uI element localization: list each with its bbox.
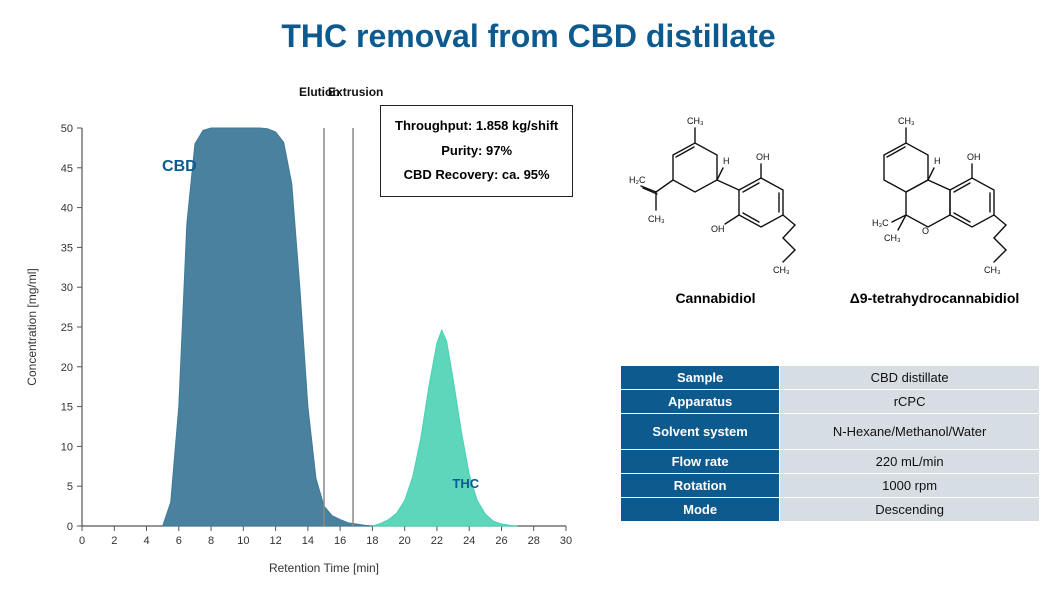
param-value: rCPC bbox=[780, 390, 1040, 414]
svg-text:0: 0 bbox=[79, 535, 85, 547]
svg-text:25: 25 bbox=[61, 322, 73, 334]
svg-text:CH₃: CH₃ bbox=[648, 214, 665, 224]
svg-text:OH: OH bbox=[967, 152, 981, 162]
svg-text:14: 14 bbox=[302, 535, 314, 547]
svg-text:50: 50 bbox=[61, 123, 73, 135]
svg-text:CH₃: CH₃ bbox=[884, 233, 901, 243]
svg-text:H₃C: H₃C bbox=[872, 218, 889, 228]
svg-text:10: 10 bbox=[237, 535, 249, 547]
table-row: Solvent systemN-Hexane/Methanol/Water bbox=[621, 414, 1040, 450]
peak-label-thc: THC bbox=[452, 476, 479, 491]
svg-text:28: 28 bbox=[528, 535, 540, 547]
svg-text:35: 35 bbox=[61, 242, 73, 254]
purity-line: Purity: 97% bbox=[395, 139, 558, 164]
svg-text:40: 40 bbox=[61, 203, 73, 215]
svg-text:CH₃: CH₃ bbox=[687, 116, 704, 126]
molecule-structures: CH₃ H₂C CH₃ H OH OH CH₃ Cannabidiol bbox=[610, 110, 1040, 306]
svg-text:20: 20 bbox=[61, 362, 73, 374]
svg-text:H: H bbox=[723, 156, 730, 166]
svg-text:18: 18 bbox=[366, 535, 378, 547]
svg-text:OH: OH bbox=[756, 152, 770, 162]
table-row: SampleCBD distillate bbox=[621, 366, 1040, 390]
param-value: 1000 rpm bbox=[780, 474, 1040, 498]
recovery-line: CBD Recovery: ca. 95% bbox=[395, 163, 558, 188]
param-value: N-Hexane/Methanol/Water bbox=[780, 414, 1040, 450]
svg-text:10: 10 bbox=[61, 441, 73, 453]
svg-text:16: 16 bbox=[334, 535, 346, 547]
parameter-table: SampleCBD distillateApparatusrCPCSolvent… bbox=[620, 365, 1040, 522]
svg-text:26: 26 bbox=[495, 535, 507, 547]
svg-text:CH₃: CH₃ bbox=[773, 265, 790, 275]
svg-text:H: H bbox=[934, 156, 941, 166]
molecule-thc: CH₃ H₃C CH₃ O H OH CH₃ Δ9-tetrahydrocann… bbox=[842, 110, 1027, 306]
svg-text:12: 12 bbox=[269, 535, 281, 547]
param-name: Flow rate bbox=[621, 450, 780, 474]
svg-text:24: 24 bbox=[463, 535, 475, 547]
thc-structure-icon: CH₃ H₃C CH₃ O H OH CH₃ bbox=[842, 110, 1027, 280]
param-value: Descending bbox=[780, 498, 1040, 522]
svg-text:CH₃: CH₃ bbox=[984, 265, 1001, 275]
page-title: THC removal from CBD distillate bbox=[0, 18, 1057, 55]
table-row: Rotation1000 rpm bbox=[621, 474, 1040, 498]
throughput-line: Throughput: 1.858 kg/shift bbox=[395, 114, 558, 139]
cbd-structure-icon: CH₃ H₂C CH₃ H OH OH CH₃ bbox=[623, 110, 808, 280]
svg-text:H₂C: H₂C bbox=[629, 175, 646, 185]
table-row: ModeDescending bbox=[621, 498, 1040, 522]
param-value: 220 mL/min bbox=[780, 450, 1040, 474]
throughput-info-box: Throughput: 1.858 kg/shift Purity: 97% C… bbox=[380, 105, 573, 197]
param-name: Apparatus bbox=[621, 390, 780, 414]
svg-text:O: O bbox=[922, 226, 929, 236]
param-name: Sample bbox=[621, 366, 780, 390]
param-name: Mode bbox=[621, 498, 780, 522]
svg-text:2: 2 bbox=[111, 535, 117, 547]
svg-text:8: 8 bbox=[208, 535, 214, 547]
molecule-cbd-name: Cannabidiol bbox=[675, 290, 755, 306]
param-value: CBD distillate bbox=[780, 366, 1040, 390]
molecule-cbd: CH₃ H₂C CH₃ H OH OH CH₃ Cannabidiol bbox=[623, 110, 808, 306]
param-name: Solvent system bbox=[621, 414, 780, 450]
marker-label-extrusion: Extrusion bbox=[328, 85, 383, 99]
svg-text:0: 0 bbox=[67, 521, 73, 533]
molecule-thc-name: Δ9-tetrahydrocannabidiol bbox=[850, 290, 1020, 306]
peak-label-cbd: CBD bbox=[162, 158, 197, 176]
svg-text:OH: OH bbox=[711, 224, 725, 234]
param-name: Rotation bbox=[621, 474, 780, 498]
table-row: Flow rate220 mL/min bbox=[621, 450, 1040, 474]
svg-text:20: 20 bbox=[399, 535, 411, 547]
svg-text:5: 5 bbox=[67, 481, 73, 493]
svg-text:22: 22 bbox=[431, 535, 443, 547]
table-row: ApparatusrCPC bbox=[621, 390, 1040, 414]
svg-text:15: 15 bbox=[61, 402, 73, 414]
svg-text:4: 4 bbox=[143, 535, 149, 547]
svg-text:30: 30 bbox=[61, 282, 73, 294]
svg-text:CH₃: CH₃ bbox=[898, 116, 915, 126]
svg-text:45: 45 bbox=[61, 163, 73, 175]
svg-text:Concentration [mg/ml]: Concentration [mg/ml] bbox=[25, 268, 39, 385]
svg-text:30: 30 bbox=[560, 535, 572, 547]
svg-text:6: 6 bbox=[176, 535, 182, 547]
svg-text:Retention Time [min]: Retention Time [min] bbox=[269, 561, 379, 575]
